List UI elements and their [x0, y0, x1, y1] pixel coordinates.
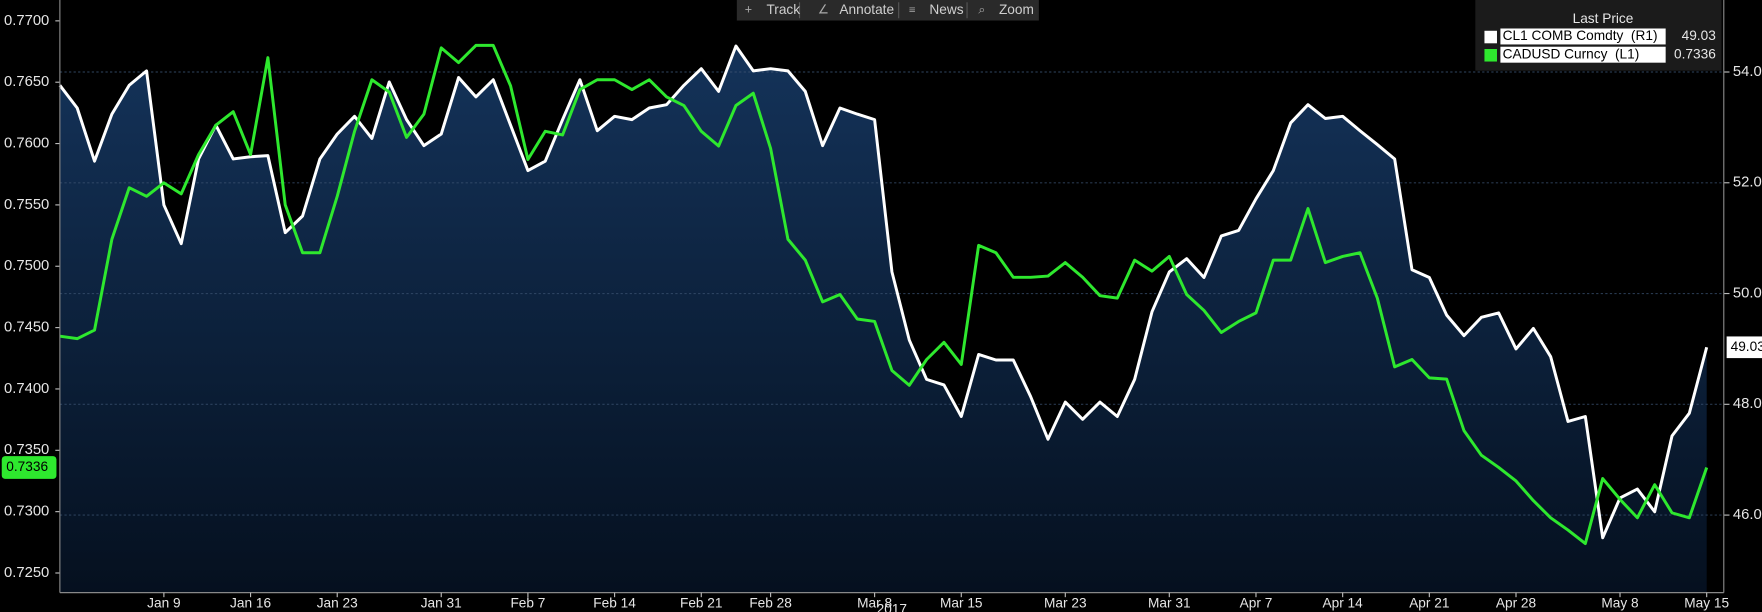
legend-label: CADUSD Curncy (L1) — [1503, 46, 1640, 61]
series-line — [58, 44, 1709, 540]
series-line — [59, 43, 1709, 546]
legend-name-bg — [1500, 46, 1666, 63]
last-value-label: 0.7336 — [6, 459, 48, 474]
toolbar-bg — [736, 0, 1039, 21]
x-tick-label: Apr 14 — [1323, 596, 1364, 611]
last-value-badge — [1725, 335, 1762, 360]
x-tick-label: Jan 31 — [421, 596, 462, 611]
x-tick-label: Feb 14 — [593, 596, 636, 611]
legend-title: Last Price — [1573, 11, 1634, 26]
x-tick-label: Mar 31 — [1148, 596, 1191, 611]
x-tick-label: Apr 28 — [1496, 596, 1536, 611]
track-icon: + — [745, 3, 752, 17]
x-tick-label: Apr 7 — [1240, 596, 1273, 611]
y-tick-label: 0.7250 — [4, 565, 49, 581]
x-axis-year: 2017 — [877, 601, 907, 612]
y2-tick-label: 52.00 — [1733, 175, 1762, 191]
toolbar-button[interactable]: Zoom — [999, 2, 1034, 17]
toolbar-button[interactable]: Annotate — [839, 2, 894, 17]
y-tick-label: 0.7700 — [4, 13, 49, 29]
x-tick-label: Jan 23 — [317, 596, 358, 611]
toolbar: + Track ∠ Annotate ≡ News ⌕ Zoom — [736, 0, 1039, 21]
x-tick-label: Mar 8 — [857, 596, 892, 611]
y-tick-label: 0.7600 — [4, 135, 49, 151]
zoom-icon: ⌕ — [978, 3, 985, 17]
y-tick-label: 0.7350 — [4, 442, 49, 458]
x-tick-label: Apr 21 — [1409, 596, 1449, 611]
last-value-label: 49.03 — [1731, 339, 1762, 354]
legend-swatch — [1484, 30, 1497, 44]
y-tick-label: 0.7300 — [4, 504, 49, 520]
x-tick-label: Mar 23 — [1044, 596, 1087, 611]
x-tick-label: Feb 7 — [510, 596, 545, 611]
x-tick-label: May 8 — [1601, 596, 1638, 611]
x-tick-label: Jan 9 — [147, 596, 180, 611]
toolbar-button[interactable]: Track — [766, 2, 800, 17]
legend: Last Price CL1 COMB Comdty (R1) 49.03 CADUS… — [1475, 0, 1722, 71]
y-tick-label: 0.7450 — [4, 320, 49, 336]
x-tick-label: Jan 16 — [230, 596, 271, 611]
annotate-icon: ∠ — [818, 3, 829, 17]
y2-tick-label: 46.00 — [1733, 507, 1762, 523]
news-icon: ≡ — [909, 4, 916, 16]
toolbar-button[interactable]: News — [929, 2, 963, 17]
last-value-badge — [1, 456, 57, 479]
legend-value: 49.03 — [1682, 28, 1716, 43]
plot-area — [58, 43, 1724, 593]
x-tick-label: May 15 — [1684, 596, 1729, 611]
y-tick-label: 0.7550 — [4, 197, 49, 213]
y-tick-label: 0.7400 — [4, 381, 49, 397]
legend-swatch — [1484, 49, 1497, 62]
y-tick-label: 0.7500 — [4, 258, 49, 274]
x-tick-label: Feb 21 — [680, 596, 723, 611]
legend-label: CL1 COMB Comdty (R1) — [1503, 28, 1658, 43]
legend-name-bg — [1500, 28, 1666, 45]
y2-tick-label: 54.00 — [1733, 64, 1762, 80]
legend-value: 0.7336 — [1674, 46, 1716, 61]
y2-tick-label: 48.00 — [1733, 396, 1762, 412]
x-tick-label: Feb 28 — [749, 596, 792, 611]
y2-tick-label: 50.00 — [1733, 285, 1762, 301]
y-tick-label: 0.7650 — [4, 74, 49, 90]
x-tick-label: Mar 15 — [940, 596, 983, 611]
